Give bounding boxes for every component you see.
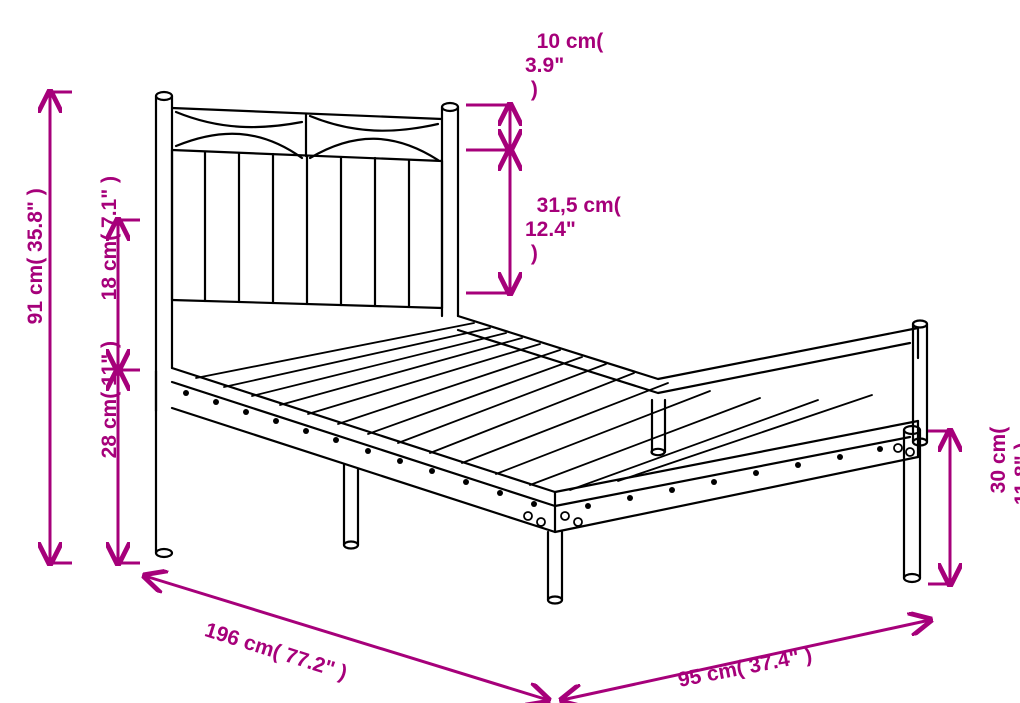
- dim-panel-h: 31,5 cm(12.4" ): [525, 170, 621, 267]
- headboard-right-post: [442, 103, 458, 316]
- dim-hb-h1: 18 cm( 7.1" ): [74, 176, 122, 312]
- bed-outline: [156, 92, 927, 604]
- mid-leg-front: [548, 532, 562, 604]
- mid-leg-near: [344, 465, 358, 549]
- diagram-container: 91 cm( 35.8" ) 18 cm( 7.1" ) 28 cm( 11" …: [0, 0, 1020, 703]
- dim-hb-h2: 28 cm( 11" ): [74, 341, 122, 470]
- dim-top-bar: 10 cm(3.9" ): [525, 6, 603, 103]
- frame-rails: [156, 316, 918, 532]
- dimension-lines: [50, 92, 950, 700]
- dim-foot-h: 30 cm(11.8" ): [963, 427, 1020, 505]
- bed-drawing: [0, 0, 1020, 703]
- dim-total-height: 91 cm( 35.8" ): [0, 188, 48, 336]
- headboard-slats: [172, 150, 442, 308]
- headboard-left-post: [156, 92, 172, 557]
- headboard-top-rail: [172, 108, 442, 161]
